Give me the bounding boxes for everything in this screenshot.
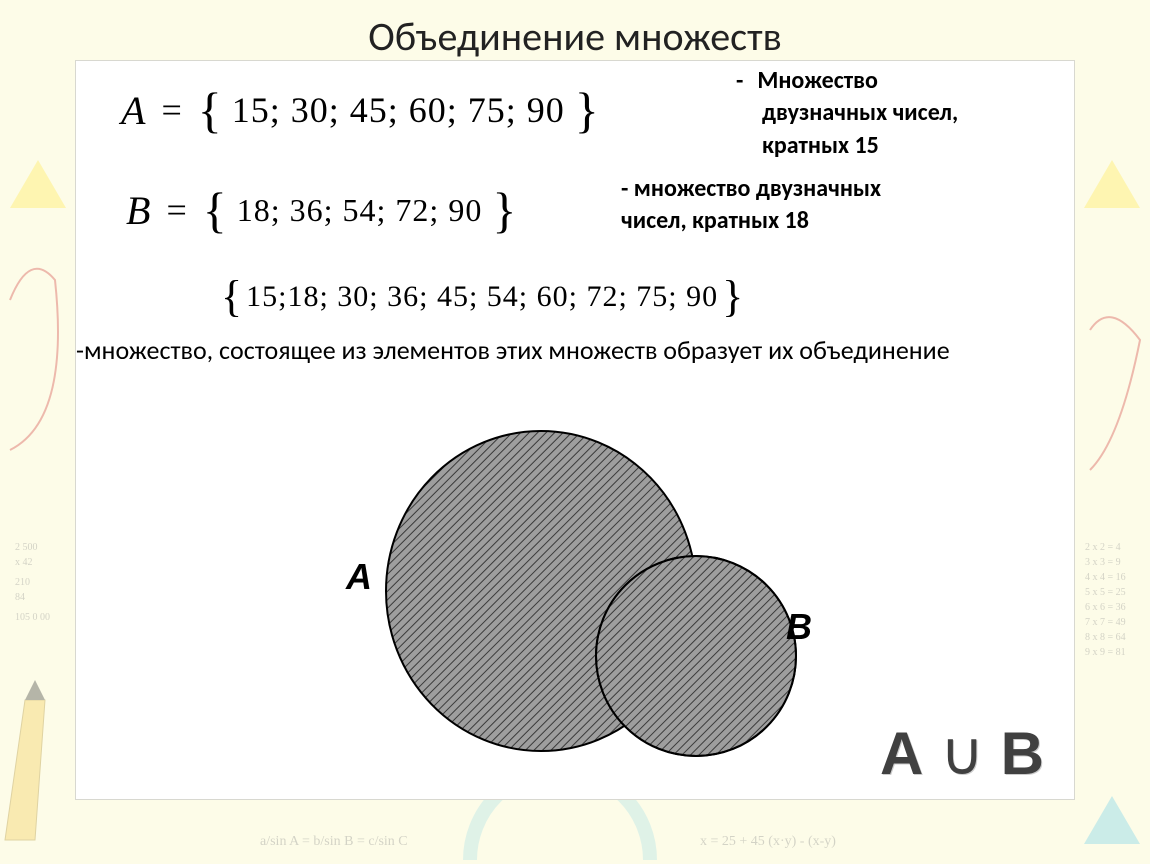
dash: - xyxy=(736,65,743,97)
union-description: -множество, состоящее из элементов этих … xyxy=(76,333,1036,368)
equals-sign: = xyxy=(161,89,181,131)
text: кратных 15 xyxy=(736,130,1066,162)
set-b-values: 18; 36; 54; 72; 90 xyxy=(237,192,483,229)
set-b-description: - множество двузначных чисел, кратных 18 xyxy=(621,173,1061,238)
equals-sign: = xyxy=(166,189,186,231)
union-a: А xyxy=(880,720,923,787)
svg-text:210: 210 xyxy=(15,577,30,588)
venn-label-b: В xyxy=(786,606,812,648)
union-symbol: ∪ xyxy=(940,720,984,787)
union-values: 15;18; 30; 36; 45; 54; 60; 72; 75; 90 xyxy=(246,280,718,314)
right-brace: } xyxy=(722,271,743,322)
svg-text:3 x 3 = 9: 3 x 3 = 9 xyxy=(1085,557,1121,568)
svg-text:2 x 2 = 4: 2 x 2 = 4 xyxy=(1085,542,1121,553)
venn-svg xyxy=(326,406,846,796)
set-a-values: 15; 30; 45; 60; 75; 90 xyxy=(232,89,565,131)
venn-label-a: А xyxy=(346,556,372,598)
svg-text:x 42: x 42 xyxy=(15,557,33,568)
svg-text:a/sin A = b/sin B = c/sin C: a/sin A = b/sin B = c/sin C xyxy=(260,834,408,849)
set-b-definition: B = { 18; 36; 54; 72; 90 } xyxy=(126,181,516,239)
right-brace: } xyxy=(492,181,516,239)
svg-text:4 x 4 = 16: 4 x 4 = 16 xyxy=(1085,572,1126,583)
union-b: В xyxy=(1001,720,1044,787)
right-brace: } xyxy=(575,81,599,139)
set-a-definition: A = { 15; 30; 45; 60; 75; 90 } xyxy=(121,81,599,139)
set-b-name: B xyxy=(126,187,150,234)
text: двузначных чисел, xyxy=(736,97,1066,129)
svg-text:x = 25 + 45 (x·y) - (x-y): x = 25 + 45 (x·y) - (x-y) xyxy=(700,834,836,849)
circle-b xyxy=(596,556,796,756)
svg-text:2 500: 2 500 xyxy=(15,542,38,553)
union-expression: А ∪ В xyxy=(880,719,1044,789)
text: Множество xyxy=(757,65,878,97)
svg-text:105 0 00: 105 0 00 xyxy=(15,612,50,623)
set-a-description: - Множество двузначных чисел, кратных 15 xyxy=(736,65,1066,162)
svg-text:9 x 9 = 81: 9 x 9 = 81 xyxy=(1085,647,1126,658)
left-brace: { xyxy=(221,271,242,322)
svg-text:84: 84 xyxy=(15,592,25,603)
svg-text:8 x 8 = 64: 8 x 8 = 64 xyxy=(1085,632,1126,643)
text: чисел, кратных 18 xyxy=(621,205,1061,237)
left-brace: { xyxy=(198,81,222,139)
set-a-name: A xyxy=(121,87,145,134)
text: - множество двузначных xyxy=(621,173,1061,205)
page-title: Объединение множеств xyxy=(0,12,1150,61)
union-set-listing: { 15;18; 30; 36; 45; 54; 60; 72; 75; 90 … xyxy=(221,271,743,322)
content-frame: A = { 15; 30; 45; 60; 75; 90 } - Множест… xyxy=(75,60,1075,800)
svg-text:7 x 7 = 49: 7 x 7 = 49 xyxy=(1085,617,1126,628)
venn-diagram: А В xyxy=(326,406,846,796)
left-brace: { xyxy=(203,181,227,239)
svg-text:6 x 6 = 36: 6 x 6 = 36 xyxy=(1085,602,1126,613)
svg-text:5 x 5 = 25: 5 x 5 = 25 xyxy=(1085,587,1126,598)
